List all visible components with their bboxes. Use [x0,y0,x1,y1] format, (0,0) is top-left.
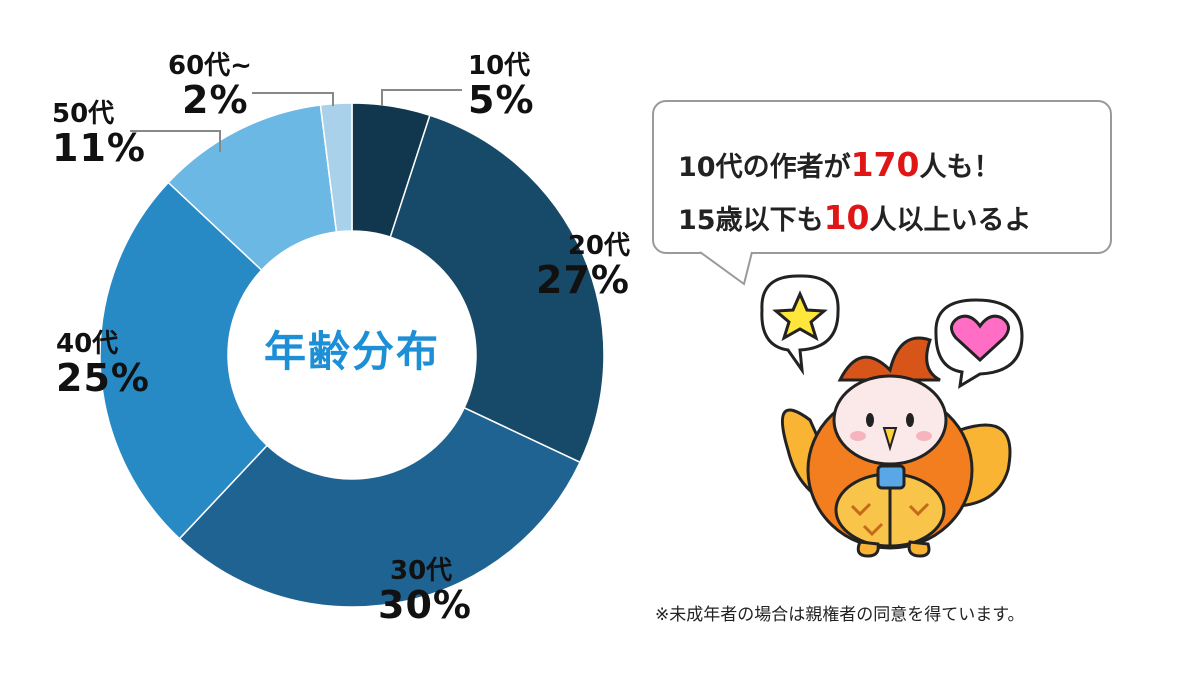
bubble-text: 10代の作者が170人も！ 15歳以下も10人以上いるよ [678,140,1098,246]
value-label: 5% [468,78,535,122]
label-60s: 60代~ 2% [168,52,252,120]
star-icon [772,290,828,342]
slice-4 [99,181,269,540]
category-label: 10代 [468,51,531,81]
label-50s: 50代 11% [52,100,146,168]
bubble-line-1: 10代の作者が170人も！ [678,140,1098,193]
leader-line-50s [130,130,221,152]
chart-title: 年齢分布 [263,327,440,376]
leader-lines [130,89,462,152]
slice-3 [178,406,582,608]
bubble-text-part: 人も！ [919,152,1001,183]
speech-bubble-tail [700,251,753,286]
leader-line-10s [381,89,462,106]
category-label: 40代 [56,329,119,359]
owl-mascot-icon [760,274,1024,558]
label-20s: 20代 27% [520,232,630,300]
heart-icon [950,314,1010,363]
slice-6 [319,102,353,233]
footnote: ※未成年者の場合は親権者の同意を得ています。 [655,605,1025,625]
category-label: 20代 [567,231,630,261]
bubble-line-2: 15歳以下も10人以上いるよ [678,193,1098,246]
donut-chart [99,102,605,608]
category-label: 30代 [390,556,453,586]
bubble-text-part: 10代の作者が [678,152,851,183]
heart-thought-bubble [934,298,1024,389]
value-label: 11% [52,126,146,170]
label-10s: 10代 5% [468,52,535,120]
value-label: 30% [378,583,472,627]
bubble-text-part: 人以上いるよ [869,205,1032,236]
label-30s: 30代 30% [378,557,472,625]
category-label: 50代 [52,99,115,129]
bubble-text-part: 15歳以下も [678,205,824,236]
value-label: 25% [56,356,150,400]
bubble-highlight-number: 170 [850,145,920,184]
leader-line-60s [252,92,334,106]
star-thought-bubble [760,274,840,376]
bubble-highlight-number: 10 [823,198,870,237]
slice-2 [389,114,605,464]
value-label: 27% [536,258,630,302]
label-40s: 40代 25% [56,330,150,398]
speech-bubble [652,100,1112,254]
category-label: 60代~ [168,51,252,81]
value-label: 2% [182,78,249,122]
